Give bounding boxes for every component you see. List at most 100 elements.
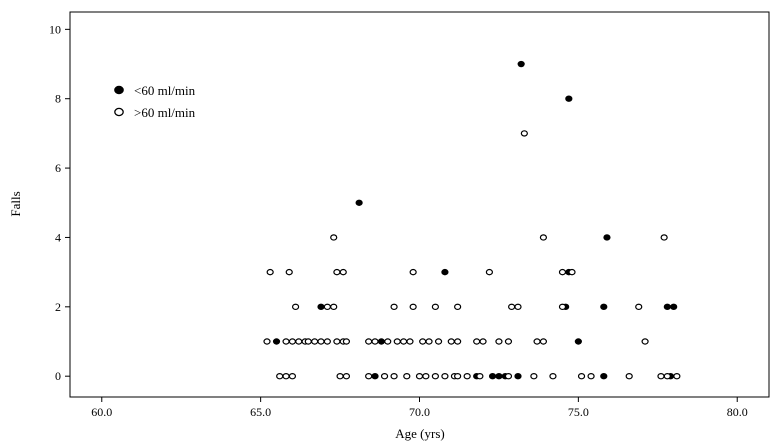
point-high-egfr bbox=[422, 372, 430, 380]
point-high-egfr bbox=[365, 372, 373, 380]
point-high-egfr bbox=[400, 338, 408, 345]
point-high-egfr bbox=[339, 268, 347, 276]
point-high-egfr bbox=[276, 372, 284, 380]
point-high-egfr bbox=[641, 338, 649, 345]
y-tick-label: 6 bbox=[55, 161, 61, 175]
point-high-egfr bbox=[625, 372, 633, 380]
point-high-egfr bbox=[549, 372, 557, 380]
point-high-egfr bbox=[508, 303, 516, 311]
point-high-egfr bbox=[485, 268, 493, 276]
point-high-egfr bbox=[533, 338, 541, 345]
point-high-egfr bbox=[657, 372, 665, 380]
point-high-egfr bbox=[635, 303, 643, 311]
x-axis-label: Age (yrs) bbox=[395, 426, 444, 441]
point-high-egfr bbox=[266, 268, 274, 276]
data-points bbox=[263, 60, 681, 380]
point-high-egfr bbox=[323, 303, 331, 311]
point-high-egfr bbox=[504, 372, 513, 380]
point-high-egfr bbox=[587, 372, 595, 380]
point-low-egfr bbox=[495, 372, 503, 380]
point-high-egfr bbox=[454, 372, 462, 380]
legend-label: >60 ml/min bbox=[134, 105, 196, 120]
point-high-egfr bbox=[504, 338, 513, 345]
point-high-egfr bbox=[365, 338, 373, 345]
y-tick-label: 4 bbox=[55, 230, 61, 244]
point-high-egfr bbox=[304, 338, 312, 345]
point-high-egfr bbox=[282, 372, 290, 380]
point-high-egfr bbox=[673, 372, 681, 380]
point-high-egfr bbox=[577, 372, 586, 380]
point-high-egfr bbox=[479, 338, 487, 345]
point-low-egfr bbox=[377, 338, 385, 345]
point-high-egfr bbox=[288, 372, 297, 380]
point-low-egfr bbox=[355, 199, 363, 206]
point-high-egfr bbox=[558, 268, 567, 276]
point-low-egfr bbox=[600, 303, 608, 311]
point-high-egfr bbox=[530, 372, 538, 380]
plot-frame bbox=[69, 11, 770, 398]
point-high-egfr bbox=[539, 338, 548, 345]
point-low-egfr bbox=[600, 372, 608, 380]
x-tick-label: 80.0 bbox=[727, 405, 748, 419]
point-high-egfr bbox=[380, 372, 389, 380]
point-high-egfr bbox=[342, 372, 351, 380]
point-high-egfr bbox=[371, 338, 379, 345]
point-high-egfr bbox=[288, 338, 297, 345]
point-high-egfr bbox=[323, 338, 331, 345]
point-high-egfr bbox=[390, 372, 398, 380]
point-high-egfr bbox=[539, 234, 548, 241]
point-low-egfr bbox=[670, 303, 678, 311]
point-high-egfr bbox=[463, 372, 471, 380]
x-axis-ticks: 60.0 65.0 70.0 75.0 80.0 bbox=[91, 397, 748, 419]
point-high-egfr bbox=[384, 338, 392, 345]
point-high-egfr bbox=[333, 338, 341, 345]
point-high-egfr bbox=[295, 338, 303, 345]
point-high-egfr bbox=[660, 234, 668, 241]
point-high-egfr bbox=[282, 338, 290, 345]
point-high-egfr bbox=[520, 130, 528, 137]
point-high-egfr bbox=[393, 338, 401, 345]
legend-label: <60 ml/min bbox=[134, 83, 196, 98]
point-low-egfr bbox=[517, 60, 525, 68]
x-tick-label: 60.0 bbox=[91, 405, 112, 419]
point-high-egfr bbox=[409, 303, 417, 311]
point-high-egfr bbox=[317, 338, 325, 345]
point-high-egfr bbox=[406, 338, 414, 345]
y-axis-label: Falls bbox=[8, 191, 23, 216]
point-high-egfr bbox=[333, 268, 341, 276]
point-high-egfr bbox=[415, 372, 424, 380]
point-low-egfr bbox=[488, 372, 497, 380]
x-tick-label: 75.0 bbox=[568, 405, 589, 419]
point-high-egfr bbox=[403, 372, 411, 380]
x-tick-label: 70.0 bbox=[409, 405, 430, 419]
point-low-egfr bbox=[574, 338, 582, 345]
y-tick-label: 0 bbox=[55, 369, 61, 383]
point-high-egfr bbox=[330, 234, 338, 241]
point-high-egfr bbox=[431, 372, 439, 380]
point-high-egfr bbox=[473, 338, 481, 345]
point-low-egfr bbox=[371, 372, 379, 380]
point-low-egfr bbox=[565, 95, 573, 102]
point-high-egfr bbox=[330, 303, 338, 311]
point-high-egfr bbox=[663, 372, 671, 380]
y-tick-label: 8 bbox=[55, 92, 61, 106]
point-high-egfr bbox=[390, 303, 398, 311]
point-high-egfr bbox=[495, 338, 503, 345]
point-low-egfr bbox=[317, 303, 325, 311]
point-low-egfr bbox=[272, 338, 281, 345]
point-high-egfr bbox=[568, 268, 576, 276]
point-high-egfr bbox=[431, 303, 439, 311]
point-high-egfr bbox=[447, 338, 455, 345]
point-high-egfr bbox=[409, 268, 417, 276]
point-high-egfr bbox=[558, 303, 567, 311]
point-high-egfr bbox=[291, 303, 300, 311]
point-high-egfr bbox=[263, 338, 271, 345]
point-high-egfr bbox=[425, 338, 433, 345]
point-high-egfr bbox=[476, 372, 484, 380]
point-high-egfr bbox=[342, 338, 351, 345]
y-tick-label: 10 bbox=[49, 22, 61, 36]
y-tick-label: 2 bbox=[55, 300, 61, 314]
point-high-egfr bbox=[454, 338, 462, 345]
point-low-egfr bbox=[663, 303, 671, 311]
